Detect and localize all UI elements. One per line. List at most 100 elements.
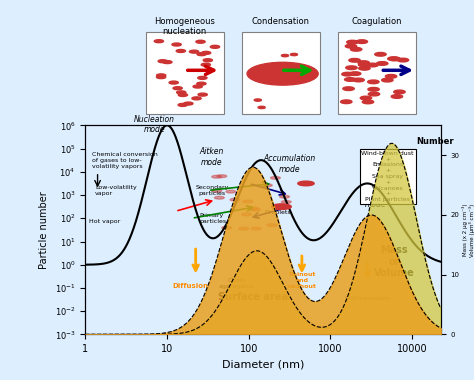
Circle shape	[267, 224, 277, 226]
Circle shape	[197, 82, 206, 85]
Circle shape	[368, 92, 380, 96]
Text: Primary
particles: Primary particles	[200, 213, 227, 224]
Circle shape	[173, 87, 182, 90]
Circle shape	[198, 93, 207, 96]
Circle shape	[154, 40, 164, 43]
Circle shape	[210, 45, 219, 48]
Circle shape	[201, 63, 210, 66]
X-axis label: Diameter (nm): Diameter (nm)	[222, 360, 304, 370]
Circle shape	[196, 40, 205, 43]
Y-axis label: Mass (x 2 μg cm⁻³)
Volume (μm³ cm⁻³)
Surface area (x 20 μm² cm⁻³): Mass (x 2 μg cm⁻³) Volume (μm³ cm⁻³) Sur…	[462, 189, 474, 271]
Circle shape	[197, 53, 206, 55]
Circle shape	[368, 80, 379, 84]
Circle shape	[172, 43, 181, 46]
Circle shape	[346, 66, 357, 70]
Circle shape	[356, 40, 367, 43]
Circle shape	[192, 97, 201, 100]
Circle shape	[263, 184, 272, 187]
Text: Hot vapor: Hot vapor	[90, 219, 121, 224]
Text: Surface area: Surface area	[218, 291, 288, 302]
Circle shape	[375, 52, 386, 56]
Y-axis label: Particle number: Particle number	[39, 191, 49, 269]
Text: Sedimentation: Sedimentation	[344, 296, 390, 301]
Circle shape	[367, 63, 378, 67]
Circle shape	[242, 213, 252, 216]
Circle shape	[385, 74, 397, 78]
Circle shape	[178, 103, 187, 106]
Circle shape	[247, 62, 318, 85]
Text: Nucleation
mode: Nucleation mode	[134, 115, 175, 135]
Circle shape	[359, 66, 370, 70]
Circle shape	[156, 76, 166, 79]
Circle shape	[349, 72, 361, 76]
Circle shape	[349, 59, 360, 62]
Circle shape	[389, 57, 401, 61]
Circle shape	[343, 87, 354, 90]
Circle shape	[258, 106, 265, 109]
Text: Droplets: Droplets	[264, 210, 291, 215]
Circle shape	[230, 198, 240, 201]
Circle shape	[217, 175, 227, 177]
Circle shape	[178, 93, 188, 97]
Text: Diffusion: Diffusion	[172, 283, 208, 289]
Circle shape	[341, 100, 352, 104]
Circle shape	[350, 48, 362, 51]
Circle shape	[342, 72, 353, 76]
Circle shape	[169, 81, 178, 84]
FancyBboxPatch shape	[337, 32, 416, 114]
Circle shape	[382, 78, 393, 82]
Text: Chemical conversion
of gases to low-
volatility vapors: Chemical conversion of gases to low- vol…	[92, 152, 158, 169]
Circle shape	[272, 204, 291, 209]
Circle shape	[176, 49, 185, 52]
Circle shape	[358, 61, 369, 65]
Circle shape	[163, 61, 172, 63]
Circle shape	[271, 176, 280, 179]
Circle shape	[243, 200, 253, 203]
Circle shape	[358, 63, 370, 66]
Circle shape	[212, 190, 222, 192]
Circle shape	[346, 40, 358, 44]
Circle shape	[201, 51, 211, 54]
Circle shape	[282, 201, 291, 203]
Circle shape	[177, 91, 186, 94]
Circle shape	[248, 207, 258, 210]
Text: Secondary
particles: Secondary particles	[195, 185, 228, 196]
FancyBboxPatch shape	[242, 32, 320, 114]
Circle shape	[226, 190, 236, 193]
Circle shape	[239, 227, 249, 230]
Circle shape	[184, 102, 193, 105]
Circle shape	[362, 100, 374, 104]
Circle shape	[394, 90, 405, 94]
Circle shape	[291, 53, 298, 55]
Text: Accumulation
mode: Accumulation mode	[264, 154, 316, 174]
Circle shape	[158, 60, 167, 63]
Text: Coarse-
particle
mode: Coarse- particle mode	[361, 179, 390, 209]
Circle shape	[391, 95, 402, 98]
Text: Chain
aggregates: Chain aggregates	[219, 278, 255, 289]
Text: Wind-blown dust
+
Emissions
+
Sea spray
+
Volcanoes
+
Plant particles: Wind-blown dust + Emissions + Sea spray …	[362, 151, 414, 202]
Circle shape	[156, 74, 166, 77]
Text: Low-volatility
vapor: Low-volatility vapor	[95, 185, 137, 196]
Text: Mass
or
Volume: Mass or Volume	[374, 245, 415, 278]
Text: Homogeneous
nucleation: Homogeneous nucleation	[155, 17, 215, 36]
Text: Rainout
and
washout: Rainout and washout	[287, 272, 317, 289]
Circle shape	[254, 99, 261, 101]
Circle shape	[360, 96, 372, 100]
Circle shape	[280, 195, 290, 198]
FancyBboxPatch shape	[146, 32, 224, 114]
Text: Aitken
mode: Aitken mode	[200, 147, 224, 167]
Circle shape	[397, 58, 409, 62]
Circle shape	[190, 50, 199, 53]
Circle shape	[203, 59, 212, 62]
Circle shape	[388, 57, 399, 60]
Text: Condensation: Condensation	[252, 17, 310, 26]
Circle shape	[251, 227, 261, 230]
Circle shape	[222, 226, 232, 229]
Circle shape	[198, 76, 207, 79]
Circle shape	[368, 87, 379, 91]
Circle shape	[346, 44, 357, 48]
Text: Coagulation: Coagulation	[352, 17, 402, 26]
Circle shape	[193, 85, 202, 88]
Circle shape	[376, 62, 388, 65]
Circle shape	[353, 78, 364, 82]
